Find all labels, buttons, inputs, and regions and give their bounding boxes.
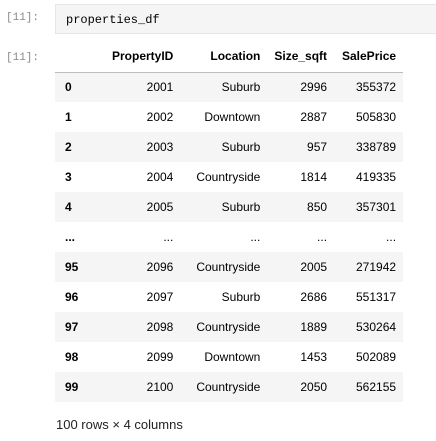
cell-saleprice: 562155 bbox=[356, 380, 397, 394]
row-index: 4 bbox=[65, 200, 72, 214]
table-row: 2 2003 Suburb 957 338789 bbox=[55, 132, 404, 162]
dataframe-table: PropertyID Location Size_sqft SalePrice … bbox=[55, 40, 404, 402]
code-text: properties_df bbox=[66, 13, 160, 27]
cell-size-sqft: 850 bbox=[307, 200, 328, 214]
row-index: 95 bbox=[65, 260, 79, 274]
cell-location: ... bbox=[250, 230, 261, 244]
table-row: 98 2099 Downtown 1453 502089 bbox=[55, 342, 403, 372]
cell-size-sqft: 2005 bbox=[300, 260, 328, 274]
dataframe-shape-text: 100 rows × 4 columns bbox=[56, 417, 183, 432]
cell-saleprice: 357301 bbox=[356, 200, 397, 214]
cell-saleprice: 530264 bbox=[356, 320, 397, 334]
cell-size-sqft: 2887 bbox=[300, 110, 328, 124]
cell-location: Countryside bbox=[196, 260, 261, 274]
cell-location: Downtown bbox=[204, 350, 261, 364]
table-row: 99 2100 Countryside 2050 562155 bbox=[55, 372, 404, 402]
input-prompt: [11]: bbox=[6, 12, 40, 24]
column-header-saleprice: SalePrice bbox=[334, 40, 404, 73]
cell-saleprice: 338789 bbox=[356, 140, 397, 154]
cell-saleprice: 271942 bbox=[356, 260, 397, 274]
cell-location: Countryside bbox=[196, 380, 261, 394]
cell-saleprice: 419335 bbox=[356, 170, 397, 184]
cell-size-sqft: 957 bbox=[307, 140, 328, 154]
cell-size-sqft: 2050 bbox=[300, 380, 328, 394]
cell-output: PropertyID Location Size_sqft SalePrice … bbox=[55, 40, 436, 441]
cell-propertyid: 2005 bbox=[146, 200, 174, 214]
table-row: 95 2096 Countryside 2005 271942 bbox=[55, 252, 404, 282]
cell-propertyid: 2100 bbox=[146, 380, 174, 394]
cell-location: Suburb bbox=[221, 140, 261, 154]
cell-saleprice: 502089 bbox=[356, 350, 397, 364]
cell-saleprice: 505830 bbox=[356, 110, 397, 124]
cell-location: Suburb bbox=[221, 200, 261, 214]
row-index: 97 bbox=[65, 320, 79, 334]
cell-propertyid: ... bbox=[163, 230, 174, 244]
table-row: 1 2002 Downtown 2887 505830 bbox=[55, 102, 403, 132]
row-index: 1 bbox=[65, 110, 72, 124]
column-header-size-sqft: Size_sqft bbox=[267, 40, 335, 73]
row-index: 0 bbox=[65, 80, 72, 95]
column-header-propertyid: PropertyID bbox=[105, 40, 181, 73]
cell-propertyid: 2096 bbox=[146, 260, 174, 274]
table-row: 0 2001 Suburb 2996 355372 bbox=[55, 72, 404, 102]
table-row: 96 2097 Suburb 2686 551317 bbox=[55, 282, 403, 312]
cell-size-sqft: 1889 bbox=[300, 320, 328, 334]
cell-saleprice: 551317 bbox=[356, 290, 397, 304]
cell-size-sqft: 1814 bbox=[300, 170, 328, 184]
row-index: ... bbox=[65, 230, 76, 244]
cell-location: Countryside bbox=[196, 170, 261, 184]
cell-size-sqft: ... bbox=[317, 230, 328, 244]
cell-location: Countryside bbox=[196, 320, 261, 334]
table-row: 4 2005 Suburb 850 357301 bbox=[55, 192, 404, 222]
cell-location: Suburb bbox=[221, 80, 261, 95]
cell-propertyid: 2098 bbox=[146, 320, 174, 334]
row-index: 99 bbox=[65, 380, 79, 394]
cell-location: Suburb bbox=[221, 290, 261, 304]
table-row: 97 2098 Countryside 1889 530264 bbox=[55, 312, 404, 342]
cell-propertyid: 2003 bbox=[146, 140, 174, 154]
table-row: 3 2004 Countryside 1814 419335 bbox=[55, 162, 403, 192]
row-index: 98 bbox=[65, 350, 79, 364]
index-header bbox=[55, 40, 105, 73]
cell-size-sqft: 2686 bbox=[300, 290, 328, 304]
cell-propertyid: 2001 bbox=[146, 80, 174, 95]
output-prompt: [11]: bbox=[6, 52, 40, 64]
cell-propertyid: 2097 bbox=[146, 290, 174, 304]
column-header-location: Location bbox=[180, 40, 268, 73]
cell-saleprice: ... bbox=[386, 230, 397, 244]
table-header-row: PropertyID Location Size_sqft SalePrice bbox=[55, 40, 404, 73]
code-cell-input[interactable]: properties_df bbox=[55, 4, 436, 34]
cell-propertyid: 2004 bbox=[146, 170, 174, 184]
table-row-ellipsis: ... ... ... ... ... bbox=[55, 222, 403, 252]
row-index: 3 bbox=[65, 170, 72, 184]
cell-location: Downtown bbox=[204, 110, 261, 124]
row-index: 2 bbox=[65, 140, 72, 154]
cell-propertyid: 2002 bbox=[146, 110, 174, 124]
row-index: 96 bbox=[65, 290, 79, 304]
cell-propertyid: 2099 bbox=[146, 350, 174, 364]
cell-size-sqft: 2996 bbox=[300, 80, 328, 95]
cell-size-sqft: 1453 bbox=[300, 350, 328, 364]
cell-saleprice: 355372 bbox=[356, 80, 397, 95]
